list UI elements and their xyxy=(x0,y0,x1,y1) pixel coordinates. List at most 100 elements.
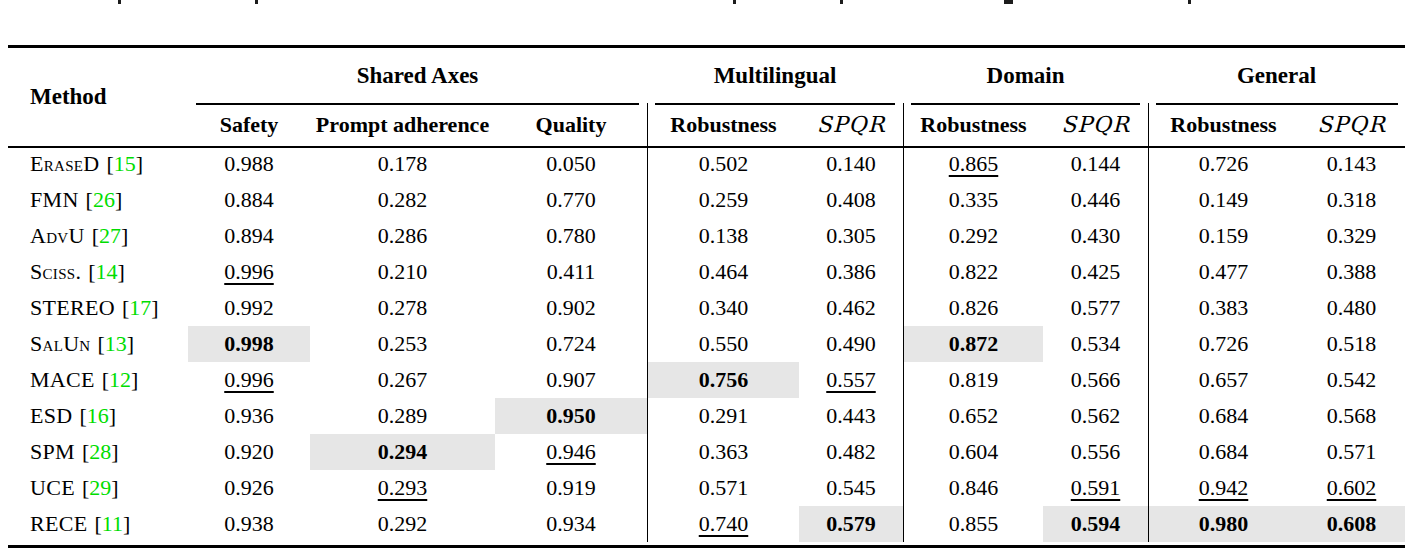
citation-number[interactable]: 13 xyxy=(105,331,127,356)
group-header-multilingual: Multilingual xyxy=(647,48,903,103)
value: 0.502 xyxy=(699,151,749,177)
column-header-safety: Safety xyxy=(188,103,310,146)
value: 0.934 xyxy=(546,511,596,537)
value: 0.210 xyxy=(378,259,428,285)
citation-number[interactable]: 16 xyxy=(87,403,109,428)
citation-number[interactable]: 14 xyxy=(96,259,118,284)
value-cell-multilingual-robustness: 0.363 xyxy=(647,434,799,470)
citation: [26] xyxy=(86,187,123,213)
caption-fragment xyxy=(118,0,121,4)
value: 0.291 xyxy=(699,403,749,429)
value-cell-quality: 0.411 xyxy=(495,254,647,290)
citation-number[interactable]: 29 xyxy=(89,475,111,500)
value: 0.050 xyxy=(546,151,596,177)
value-cell-general-robustness: 0.684 xyxy=(1148,434,1298,470)
value: 0.884 xyxy=(224,187,274,213)
value-cell-prompt-adherence: 0.286 xyxy=(310,218,495,254)
value: 0.819 xyxy=(949,367,999,393)
method-cell: RECE[11] xyxy=(8,506,188,542)
value: 0.988 xyxy=(224,151,274,177)
value-cell-multilingual-robustness: 0.291 xyxy=(647,398,799,434)
citation-number[interactable]: 17 xyxy=(129,295,151,320)
citation-bracket: [ xyxy=(92,223,99,248)
value-cell-domain-robustness: 0.822 xyxy=(903,254,1043,290)
citation-number[interactable]: 11 xyxy=(102,511,123,536)
value-cell-general-robustness: 0.383 xyxy=(1148,290,1298,326)
value-cell-multilingual-spqr: 0.490 xyxy=(799,326,903,362)
citation-bracket: ] xyxy=(111,439,118,464)
value-cell-general-robustness: 0.149 xyxy=(1148,182,1298,218)
value-cell-domain-spqr: 0.446 xyxy=(1043,182,1148,218)
value-cell-domain-spqr: 0.594 xyxy=(1043,506,1148,542)
value: 0.259 xyxy=(699,187,749,213)
value: 0.907 xyxy=(546,367,596,393)
citation-bracket: ] xyxy=(118,259,125,284)
value: 0.571 xyxy=(699,475,749,501)
method-name: ESD xyxy=(30,403,72,429)
method-cell: FMN[26] xyxy=(8,182,188,218)
method-name: AdvU xyxy=(30,223,85,249)
method-cell: EraseD[15] xyxy=(8,146,188,182)
value: 0.430 xyxy=(1071,223,1121,249)
value: 0.144 xyxy=(1071,151,1121,177)
caption-fragment xyxy=(1188,0,1191,4)
group-header-shared-axes: Shared Axes xyxy=(188,48,647,103)
value: 0.534 xyxy=(1071,331,1121,357)
value: 0.140 xyxy=(826,151,876,177)
value-cell-domain-robustness: 0.652 xyxy=(903,398,1043,434)
citation-bracket: ] xyxy=(123,511,130,536)
value-cell-safety: 0.992 xyxy=(188,290,310,326)
value-cell-safety: 0.938 xyxy=(188,506,310,542)
value-cell-quality: 0.770 xyxy=(495,182,647,218)
value: 0.902 xyxy=(546,295,596,321)
value-cell-prompt-adherence: 0.278 xyxy=(310,290,495,326)
method-cell: AdvU[27] xyxy=(8,218,188,254)
citation-number[interactable]: 28 xyxy=(89,439,111,464)
method-cell: UCE[29] xyxy=(8,470,188,506)
value-cell-quality: 0.950 xyxy=(495,398,647,434)
value: 0.282 xyxy=(378,187,428,213)
caption-fragment xyxy=(1004,0,1013,4)
value: 0.998 xyxy=(224,331,274,357)
method-name: STEREO xyxy=(30,295,115,321)
method-cell: SalUn[13] xyxy=(8,326,188,362)
value-cell-general-spqr: 0.143 xyxy=(1298,146,1405,182)
value-cell-general-robustness: 0.726 xyxy=(1148,326,1298,362)
method-name: MACE xyxy=(30,367,95,393)
value-cell-domain-spqr: 0.425 xyxy=(1043,254,1148,290)
value: 0.335 xyxy=(949,187,999,213)
value-cell-safety: 0.894 xyxy=(188,218,310,254)
value: 0.425 xyxy=(1071,259,1121,285)
column-header-multilingual-robustness: Robustness xyxy=(647,103,799,146)
method-cell: MACE [12] xyxy=(8,362,188,398)
value-cell-safety: 0.988 xyxy=(188,146,310,182)
value: 0.865 xyxy=(949,151,999,177)
citation-number[interactable]: 12 xyxy=(109,367,131,392)
value: 0.149 xyxy=(1199,187,1249,213)
citation-number[interactable]: 27 xyxy=(99,223,121,248)
caption-fragment xyxy=(733,0,736,4)
value: 0.278 xyxy=(378,295,428,321)
citation: [12] xyxy=(102,367,139,393)
value-cell-general-robustness: 0.980 xyxy=(1148,506,1298,542)
value-cell-general-robustness: 0.159 xyxy=(1148,218,1298,254)
method-cell: Sciss.[14] xyxy=(8,254,188,290)
value: 0.566 xyxy=(1071,367,1121,393)
value-cell-general-spqr: 0.608 xyxy=(1298,506,1405,542)
value: 0.770 xyxy=(546,187,596,213)
value-cell-multilingual-robustness: 0.756 xyxy=(647,362,799,398)
citation-number[interactable]: 26 xyxy=(93,187,115,212)
value: 0.545 xyxy=(826,475,876,501)
value: 0.608 xyxy=(1327,511,1377,537)
column-header-domain-spqr: SPQR xyxy=(1043,103,1148,146)
value-cell-multilingual-robustness: 0.464 xyxy=(647,254,799,290)
value-cell-quality: 0.724 xyxy=(495,326,647,362)
value: 0.159 xyxy=(1199,223,1249,249)
value: 0.571 xyxy=(1327,439,1377,465)
value: 0.684 xyxy=(1199,403,1249,429)
citation-number[interactable]: 15 xyxy=(114,151,136,176)
value: 0.846 xyxy=(949,475,999,501)
value: 0.286 xyxy=(378,223,428,249)
value: 0.950 xyxy=(546,403,596,429)
citation: [28] xyxy=(82,439,119,465)
